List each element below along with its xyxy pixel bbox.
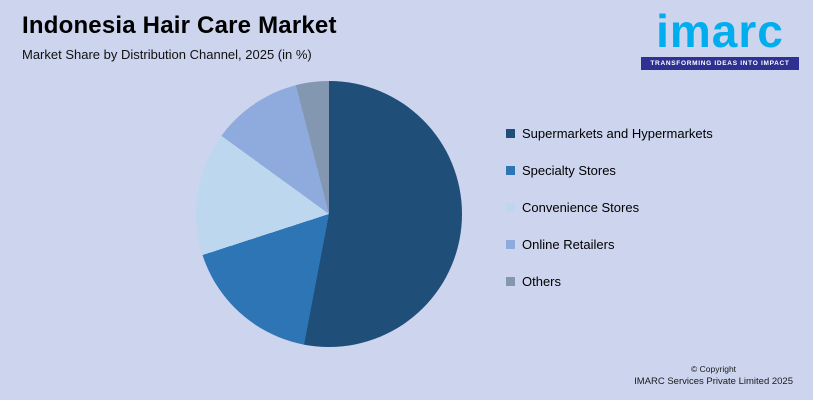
legend-marker — [506, 165, 515, 175]
copyright: © Copyright IMARC Services Private Limit… — [634, 364, 793, 387]
copyright-line1: © Copyright — [691, 364, 737, 374]
pie-chart — [196, 81, 462, 347]
legend-marker — [506, 276, 515, 286]
legend-label: Supermarkets and Hypermarkets — [522, 125, 713, 141]
legend-marker — [506, 202, 515, 212]
legend-item: Others — [506, 273, 713, 289]
legend-item: Specialty Stores — [506, 162, 713, 178]
page-subtitle: Market Share by Distribution Channel, 20… — [22, 47, 312, 62]
legend-marker — [506, 128, 515, 138]
page-title: Indonesia Hair Care Market — [22, 12, 337, 39]
imarc-wordmark: imarc — [656, 5, 784, 57]
legend-label: Convenience Stores — [522, 199, 640, 215]
imarc-logo: imarc TRANSFORMING IDEAS INTO IMPACT — [641, 8, 799, 70]
imarc-tagline: TRANSFORMING IDEAS INTO IMPACT — [641, 57, 799, 70]
legend-label: Others — [522, 273, 562, 289]
legend-item: Supermarkets and Hypermarkets — [506, 125, 713, 141]
legend: Supermarkets and Hypermarkets Specialty … — [506, 125, 713, 310]
legend-marker — [506, 239, 515, 249]
legend-label: Specialty Stores — [522, 162, 616, 178]
legend-item: Online Retailers — [506, 236, 713, 252]
copyright-line2: IMARC Services Private Limited 2025 — [634, 376, 793, 387]
header: Indonesia Hair Care Market Market Share … — [22, 12, 337, 62]
legend-label: Online Retailers — [522, 236, 615, 252]
legend-item: Convenience Stores — [506, 199, 713, 215]
